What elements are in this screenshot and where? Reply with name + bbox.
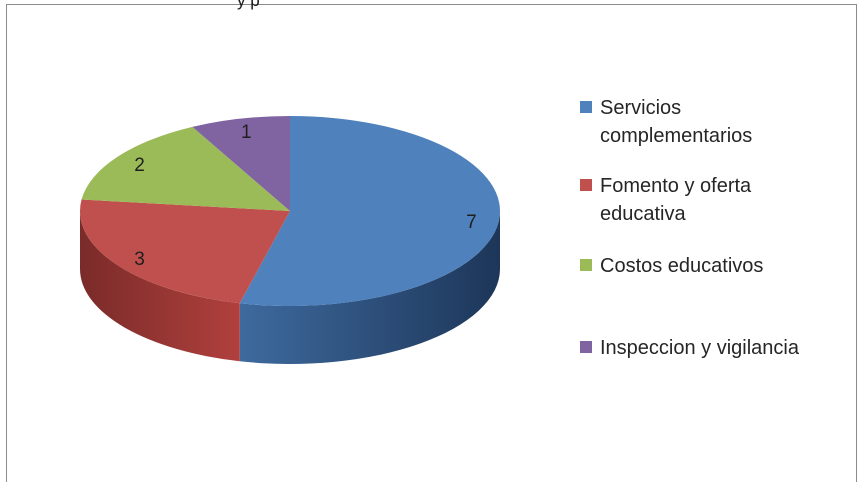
pie-tops-group <box>79 116 500 306</box>
data-label-servicios-complementarios: 7 <box>466 212 477 233</box>
legend-label: Inspeccion y vigilancia <box>600 337 799 359</box>
pie-slice-costos-educativos <box>81 126 291 211</box>
data-label-inspeccion-y-vigilancia: 1 <box>241 122 252 143</box>
legend-item-servicios-complementarios: Servicios complementarios <box>580 94 805 150</box>
data-label-costos-educativos: 2 <box>134 155 145 176</box>
pie-slice-inspeccion-y-vigilancia <box>192 116 290 211</box>
legend-label: Servicios complementarios <box>600 97 753 147</box>
legend-swatch <box>580 101 592 113</box>
legend-swatch <box>580 341 592 353</box>
pie-sides-group <box>80 211 500 364</box>
pie-slice-side-servicios-complementarios <box>239 211 500 364</box>
legend-swatch <box>580 259 592 271</box>
pie-labels-group: 7 3 2 1 <box>134 122 476 270</box>
pie-slice-servicios-complementarios <box>239 116 500 306</box>
legend-item-fomento-y-oferta-educativa: Fomento y oferta educativa <box>580 172 805 228</box>
legend-item-costos-educativos: Costos educativos <box>580 252 763 280</box>
pie-slice-fomento-y-oferta-educativa <box>79 199 290 304</box>
chart-title-fragment: y p <box>237 0 260 10</box>
data-label-fomento-y-oferta-educativa: 3 <box>134 249 145 270</box>
legend-swatch <box>580 179 592 191</box>
legend-label: Costos educativos <box>600 255 764 277</box>
legend-item-inspeccion-y-vigilancia: Inspeccion y vigilancia <box>580 334 799 362</box>
legend-label: Fomento y oferta educativa <box>600 175 752 225</box>
pie-slice-side-fomento-y-oferta-educativa <box>80 211 240 362</box>
